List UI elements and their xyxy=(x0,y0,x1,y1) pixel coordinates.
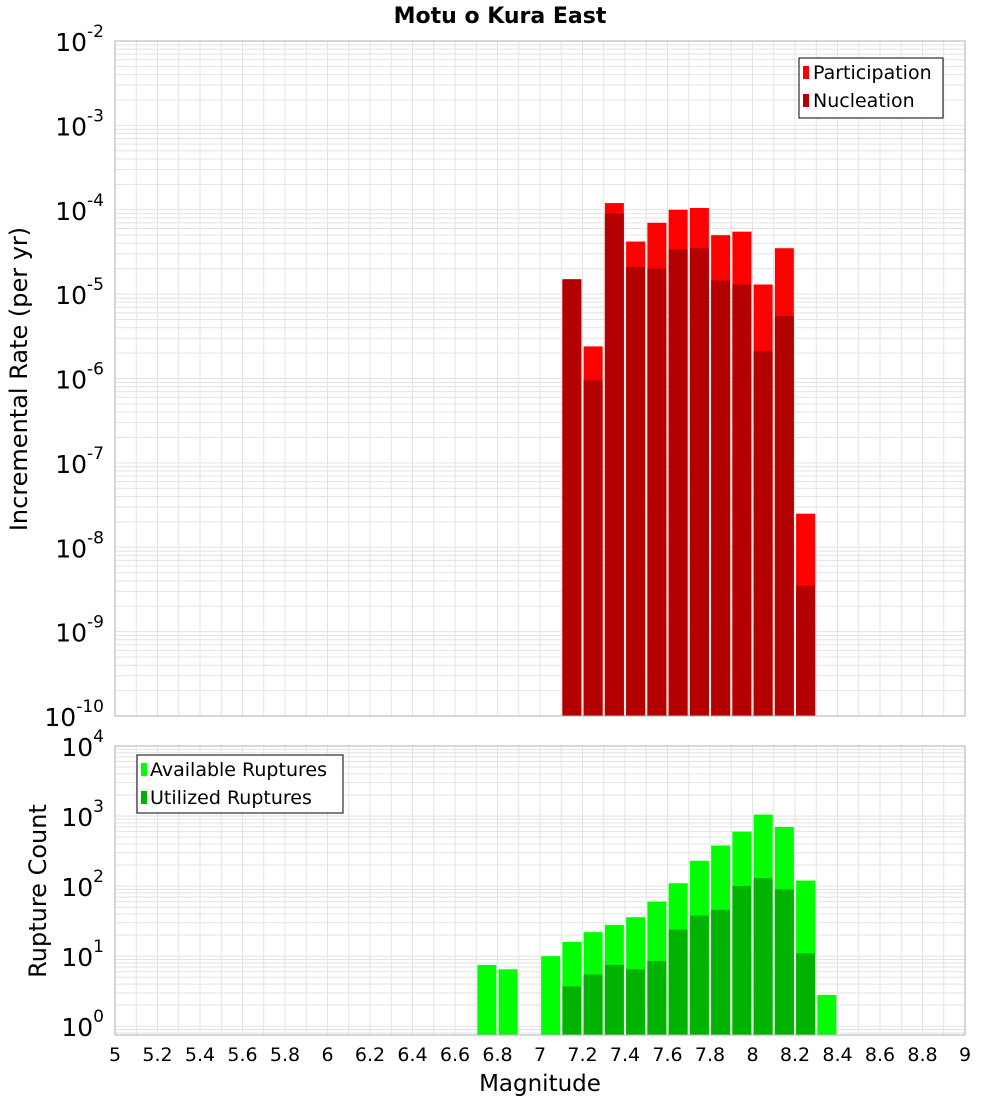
y-tick-label: 10-5 xyxy=(55,275,104,310)
nucleation-bar xyxy=(668,249,688,716)
x-tick-label: 6 xyxy=(321,1044,333,1066)
y-tick-label: 10-2 xyxy=(55,22,104,57)
available-ruptures-bar xyxy=(477,964,497,1035)
x-tick-label: 5.8 xyxy=(270,1044,300,1066)
y-tick-label: 10-10 xyxy=(44,697,104,732)
bottom-legend-box xyxy=(136,754,344,814)
x-tick-label: 5.6 xyxy=(227,1044,257,1066)
x-axis-label: Magnitude xyxy=(479,1071,601,1097)
x-tick-label: 5.4 xyxy=(185,1044,215,1066)
x-tick-labels: 5 5.2 5.4 5.6 5.8 6 6.2 6.4 6.6 6.8 7 7.2 7.4 7.6 7.8 8… xyxy=(109,1044,971,1066)
top-y-axis-label: Incremental Rate (per yr) xyxy=(5,227,33,531)
x-tick-label: 7 xyxy=(534,1044,546,1066)
y-tick-label: 10-7 xyxy=(55,444,104,479)
top-y-tick-labels: 10-2 10-3 10-4 10-5 10-6 10-7 10-8 10-9 10-10 xyxy=(44,22,104,732)
utilized-ruptures-bar xyxy=(711,909,731,1035)
x-tick-label: 6.2 xyxy=(355,1044,385,1066)
legend-swatch-available xyxy=(141,763,147,776)
y-tick-label: 10-9 xyxy=(55,613,104,648)
nucleation-bar xyxy=(647,268,667,716)
legend-swatch-participation xyxy=(803,66,809,79)
bottom-y-axis-label: Rupture Count xyxy=(24,804,52,978)
y-tick-label: 101 xyxy=(61,937,104,972)
x-tick-label: 8 xyxy=(746,1044,758,1066)
top-plot-grid xyxy=(114,41,966,717)
x-tick-label: 5.2 xyxy=(142,1044,172,1066)
nucleation-bar xyxy=(711,280,731,716)
utilized-ruptures-bar xyxy=(689,915,709,1035)
x-tick-label: 7.4 xyxy=(610,1044,640,1066)
legend-label-participation: Participation xyxy=(813,62,932,84)
utilized-ruptures-bar xyxy=(796,953,816,1035)
y-tick-label: 100 xyxy=(61,1007,104,1042)
legend-label-nucleation: Nucleation xyxy=(813,90,915,112)
utilized-ruptures-bar xyxy=(647,961,667,1035)
nucleation-bar xyxy=(583,380,603,716)
available-ruptures-bar xyxy=(817,994,837,1035)
nucleation-bar xyxy=(732,284,752,716)
legend-label-available: Available Ruptures xyxy=(150,759,327,781)
y-tick-label: 10-8 xyxy=(55,528,104,563)
x-tick-label: 8.8 xyxy=(907,1044,937,1066)
x-tick-label: 5 xyxy=(109,1044,121,1066)
bottom-y-tick-labels: 104 103 102 101 100 xyxy=(61,727,104,1042)
legend-swatch-nucleation xyxy=(803,94,809,107)
y-tick-label: 10-3 xyxy=(55,106,104,141)
nucleation-bar xyxy=(626,266,646,716)
bottom-legend: Available Ruptures Utilized Ruptures xyxy=(136,754,344,814)
y-tick-label: 104 xyxy=(61,727,104,762)
x-tick-label: 9 xyxy=(959,1044,971,1066)
utilized-ruptures-bar xyxy=(732,886,752,1035)
nucleation-bar xyxy=(562,279,582,716)
y-tick-label: 102 xyxy=(61,867,104,902)
x-tick-label: 6.8 xyxy=(482,1044,512,1066)
x-tick-label: 6.6 xyxy=(440,1044,470,1066)
x-tick-label: 7.2 xyxy=(567,1044,597,1066)
chart-title: Motu o Kura East xyxy=(394,4,607,29)
utilized-ruptures-bar xyxy=(562,986,582,1035)
nucleation-bar xyxy=(689,248,709,717)
y-tick-label: 10-6 xyxy=(55,360,104,395)
x-tick-label: 8.6 xyxy=(865,1044,895,1066)
x-tick-label: 7.8 xyxy=(695,1044,725,1066)
legend-label-utilized: Utilized Ruptures xyxy=(150,787,312,809)
top-legend: Participation Nucleation xyxy=(798,57,944,119)
utilized-ruptures-bar xyxy=(626,969,646,1035)
x-tick-label: 6.4 xyxy=(397,1044,427,1066)
nucleation-bar xyxy=(604,213,624,717)
utilized-ruptures-bar xyxy=(774,889,794,1035)
utilized-ruptures-bar xyxy=(583,974,603,1035)
top-plot-bars xyxy=(562,203,816,717)
x-tick-label: 7.6 xyxy=(652,1044,682,1066)
x-tick-label: 8.2 xyxy=(780,1044,810,1066)
nucleation-bar xyxy=(753,351,773,716)
utilized-ruptures-bar xyxy=(604,964,624,1035)
bottom-plot-bars xyxy=(477,814,837,1035)
x-tick-label: 8.4 xyxy=(822,1044,852,1066)
utilized-ruptures-bar xyxy=(753,878,773,1035)
legend-swatch-utilized xyxy=(141,791,147,804)
top-legend-box xyxy=(798,57,944,119)
nucleation-bar xyxy=(774,316,794,716)
top-plot-frame xyxy=(114,40,966,717)
utilized-ruptures-bar xyxy=(668,929,688,1035)
y-tick-label: 10-4 xyxy=(55,191,104,226)
available-ruptures-bar xyxy=(498,969,518,1035)
bottom-plot-frame xyxy=(114,745,966,1036)
available-ruptures-bar xyxy=(541,956,561,1035)
y-tick-label: 103 xyxy=(61,797,104,832)
nucleation-bar xyxy=(796,585,816,716)
